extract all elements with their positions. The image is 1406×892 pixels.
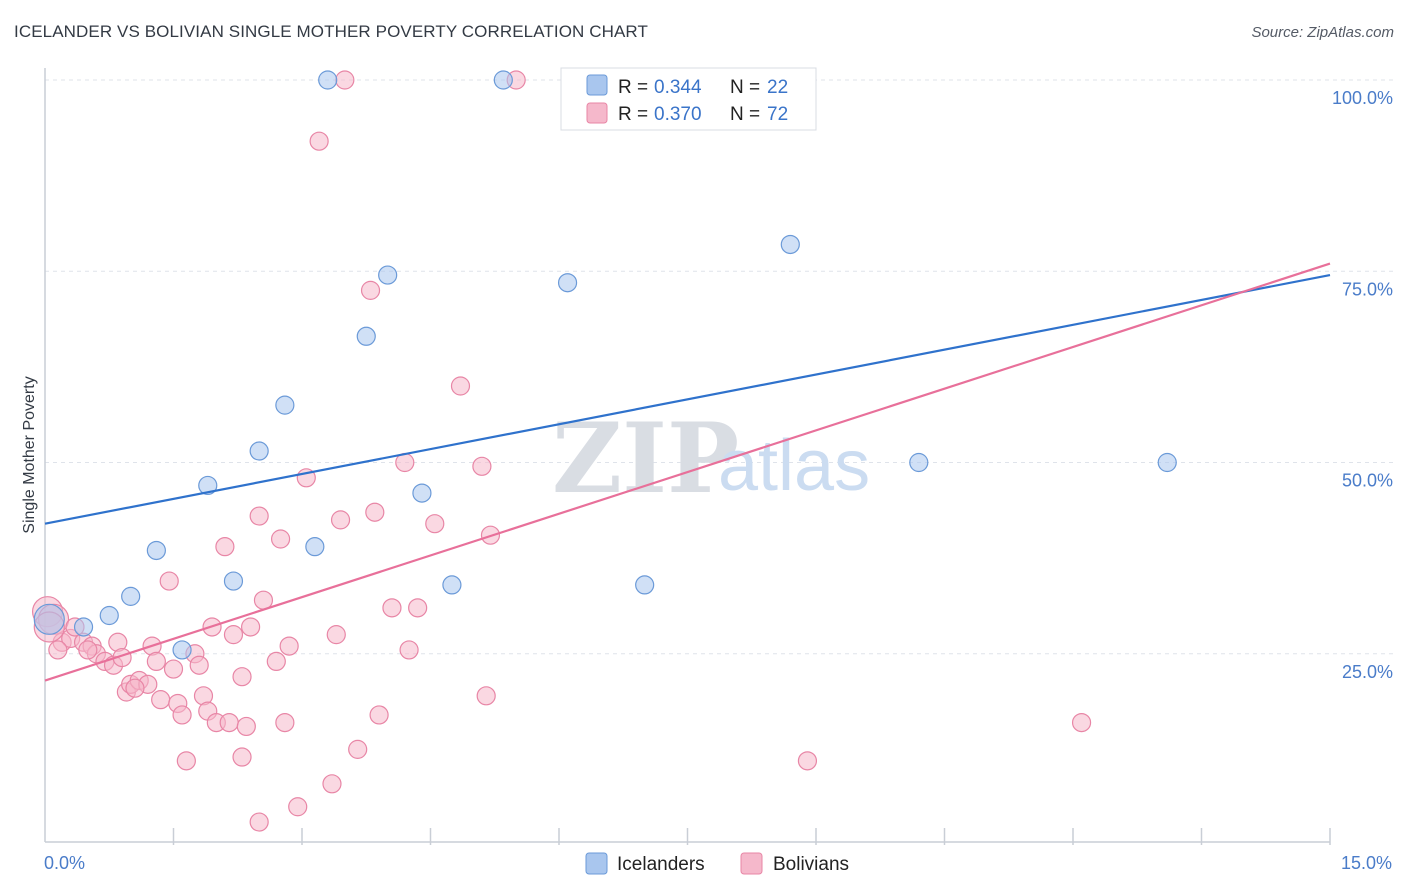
icelanders-point <box>635 575 655 595</box>
stats-legend-n-value: 72 <box>767 104 788 125</box>
icelanders-point <box>223 571 244 591</box>
bolivians-point <box>360 280 381 300</box>
bolivians-point <box>408 598 428 618</box>
icelanders-point <box>493 70 513 90</box>
bolivians-point <box>322 774 342 794</box>
icelanders-point <box>198 475 218 496</box>
icelanders-point <box>146 540 166 561</box>
y-tick-labels: 25.0% 50.0% 75.0% 100.0% <box>1332 88 1393 682</box>
bolivians-point <box>48 640 68 660</box>
icelanders-point <box>172 640 192 660</box>
bolivians-point <box>1071 712 1092 733</box>
bolivians-point <box>330 510 351 530</box>
y-tick-label: 75.0% <box>1342 279 1393 299</box>
bolivians-trend-line <box>44 262 1331 682</box>
bolivians-point <box>270 529 291 549</box>
x-tick-label-min: 0.0% <box>44 853 85 873</box>
x-tick-label-max: 15.0% <box>1341 853 1392 873</box>
bolivians-point <box>232 747 252 767</box>
bolivians-point <box>279 636 299 656</box>
stats-legend-n-value: 22 <box>767 77 788 98</box>
stats-legend-r-value: 0.370 <box>654 104 702 125</box>
bolivians-point <box>159 571 179 591</box>
stats-legend-r-value: 0.344 <box>654 77 702 98</box>
stats-legend-n-label: N = <box>730 104 760 125</box>
bolivians-point <box>425 514 445 534</box>
bolivians-point <box>241 617 261 637</box>
bolivians-point <box>797 751 818 771</box>
bolivians-point <box>249 506 269 526</box>
icelanders-point <box>121 586 141 606</box>
legend-label-icelanders: Icelanders <box>617 854 705 875</box>
bolivians-point <box>249 812 269 832</box>
stats-legend-r-label: R = <box>618 77 648 98</box>
legend-swatch-icelanders <box>585 852 608 875</box>
icelanders-point <box>442 575 462 595</box>
watermark-zip: ZIP <box>552 402 739 515</box>
stats-legend-r-label: R = <box>618 104 648 125</box>
bolivians-point <box>365 502 385 522</box>
bolivians-point <box>125 678 145 698</box>
icelanders-point <box>275 395 295 415</box>
bolivians-point <box>189 655 209 675</box>
bolivians-point <box>236 716 256 737</box>
y-tick-label: 25.0% <box>1342 662 1393 682</box>
bolivians-point <box>399 640 419 660</box>
icelanders-point <box>1157 452 1177 473</box>
bolivians-point <box>223 625 244 645</box>
bolivians-point <box>266 651 286 672</box>
bolivians-point <box>309 131 329 151</box>
icelanders-point <box>412 483 432 503</box>
legend-swatch-bolivians <box>740 852 763 875</box>
bolivians-point <box>326 625 346 645</box>
x-axis-ticks <box>172 828 1331 845</box>
icelanders-point <box>318 70 338 90</box>
y-tick-label: 50.0% <box>1342 471 1393 491</box>
bolivians-point <box>275 712 295 733</box>
icelanders-point <box>73 617 94 637</box>
stats-legend-n-label: N = <box>730 77 760 98</box>
icelanders-points <box>33 70 1177 660</box>
bolivians-point <box>288 797 308 817</box>
icelanders-point <box>909 452 929 473</box>
icelanders-point <box>356 326 376 346</box>
icelanders-point <box>99 605 119 626</box>
icelanders-point <box>378 265 398 285</box>
bolivians-point <box>348 739 368 759</box>
bolivians-point <box>176 751 196 771</box>
bolivians-point <box>382 598 402 618</box>
bolivians-point <box>172 705 192 725</box>
icelanders-point <box>305 537 325 557</box>
bolivians-point <box>335 70 355 90</box>
legend-label-bolivians: Bolivians <box>773 854 849 875</box>
bolivians-point <box>232 667 252 687</box>
bolivians-point <box>151 690 171 710</box>
bolivians-point <box>215 537 235 557</box>
icelanders-point <box>249 441 269 461</box>
y-tick-label: 100.0% <box>1332 88 1393 108</box>
chart-title: ICELANDER VS BOLIVIAN SINGLE MOTHER POVE… <box>14 22 648 41</box>
icelanders-trend-line <box>44 273 1331 525</box>
bolivians-point <box>78 640 98 660</box>
stats-legend-swatch-icelanders <box>586 74 608 96</box>
icelanders-point <box>33 603 65 635</box>
icelanders-point <box>557 273 578 293</box>
source-credit: Source: ZipAtlas.com <box>1251 24 1394 41</box>
bolivians-point <box>146 651 166 672</box>
y-axis-label: Single Mother Poverty <box>21 376 38 533</box>
grid-lines <box>45 79 1395 655</box>
bolivians-point <box>476 686 496 706</box>
watermark-atlas: atlas <box>718 426 870 506</box>
bolivians-point <box>369 705 389 725</box>
icelanders-point <box>780 234 800 255</box>
bolivians-point <box>450 376 471 396</box>
bolivians-point <box>472 456 492 476</box>
stats-legend-swatch-bolivians <box>586 102 608 124</box>
series-legend: Icelanders Bolivians <box>585 852 849 875</box>
bolivians-point <box>163 659 184 679</box>
stats-legend: R = 0.344 N = 22 R = 0.370 N = 72 <box>560 67 817 131</box>
bolivians-point <box>219 712 239 733</box>
